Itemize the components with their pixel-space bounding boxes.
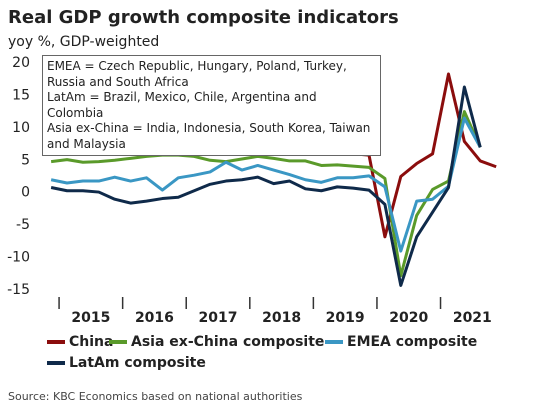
x-tick-label: 2016 [135,310,174,326]
annotation: LatAm = Brazil, Mexico, Chile, Argentina… [47,90,317,120]
x-tick-label: 2015 [71,310,110,326]
legend-label: LatAm composite [69,355,206,371]
legend-label: EMEA composite [347,334,477,350]
chart-title: Real GDP growth composite indicators [8,7,399,28]
y-tick-label: 5 [21,152,30,168]
x-tick-label: 2021 [453,310,492,326]
y-tick-label: -5 [16,217,30,233]
x-tick-label: 2018 [262,310,301,326]
y-tick-label: 20 [12,55,30,71]
annotation: EMEA = Czech Republic, Hungary, Poland, … [47,59,347,89]
y-tick-label: -10 [7,250,30,266]
x-tick-label: 2020 [389,310,428,326]
y-tick-label: 10 [12,120,30,136]
y-tick-label: 15 [12,87,30,103]
series-line [50,116,482,253]
annotation: Asia ex-China = India, Indonesia, South … [47,121,371,151]
x-tick-label: 2019 [326,310,365,326]
chart-subtitle: yoy %, GDP-weighted [8,34,159,50]
source: Source: KBC Economics based on national … [8,390,303,403]
y-tick-label: 0 [21,185,30,201]
legend-label: Asia ex-China composite [131,334,324,350]
y-tick-label: -15 [7,282,30,298]
series-line [50,85,482,287]
series-line [50,110,482,278]
annotation-box: EMEA = Czech Republic, Hungary, Poland, … [42,55,381,156]
legend-label: China [69,334,113,350]
x-tick-label: 2017 [199,310,238,326]
